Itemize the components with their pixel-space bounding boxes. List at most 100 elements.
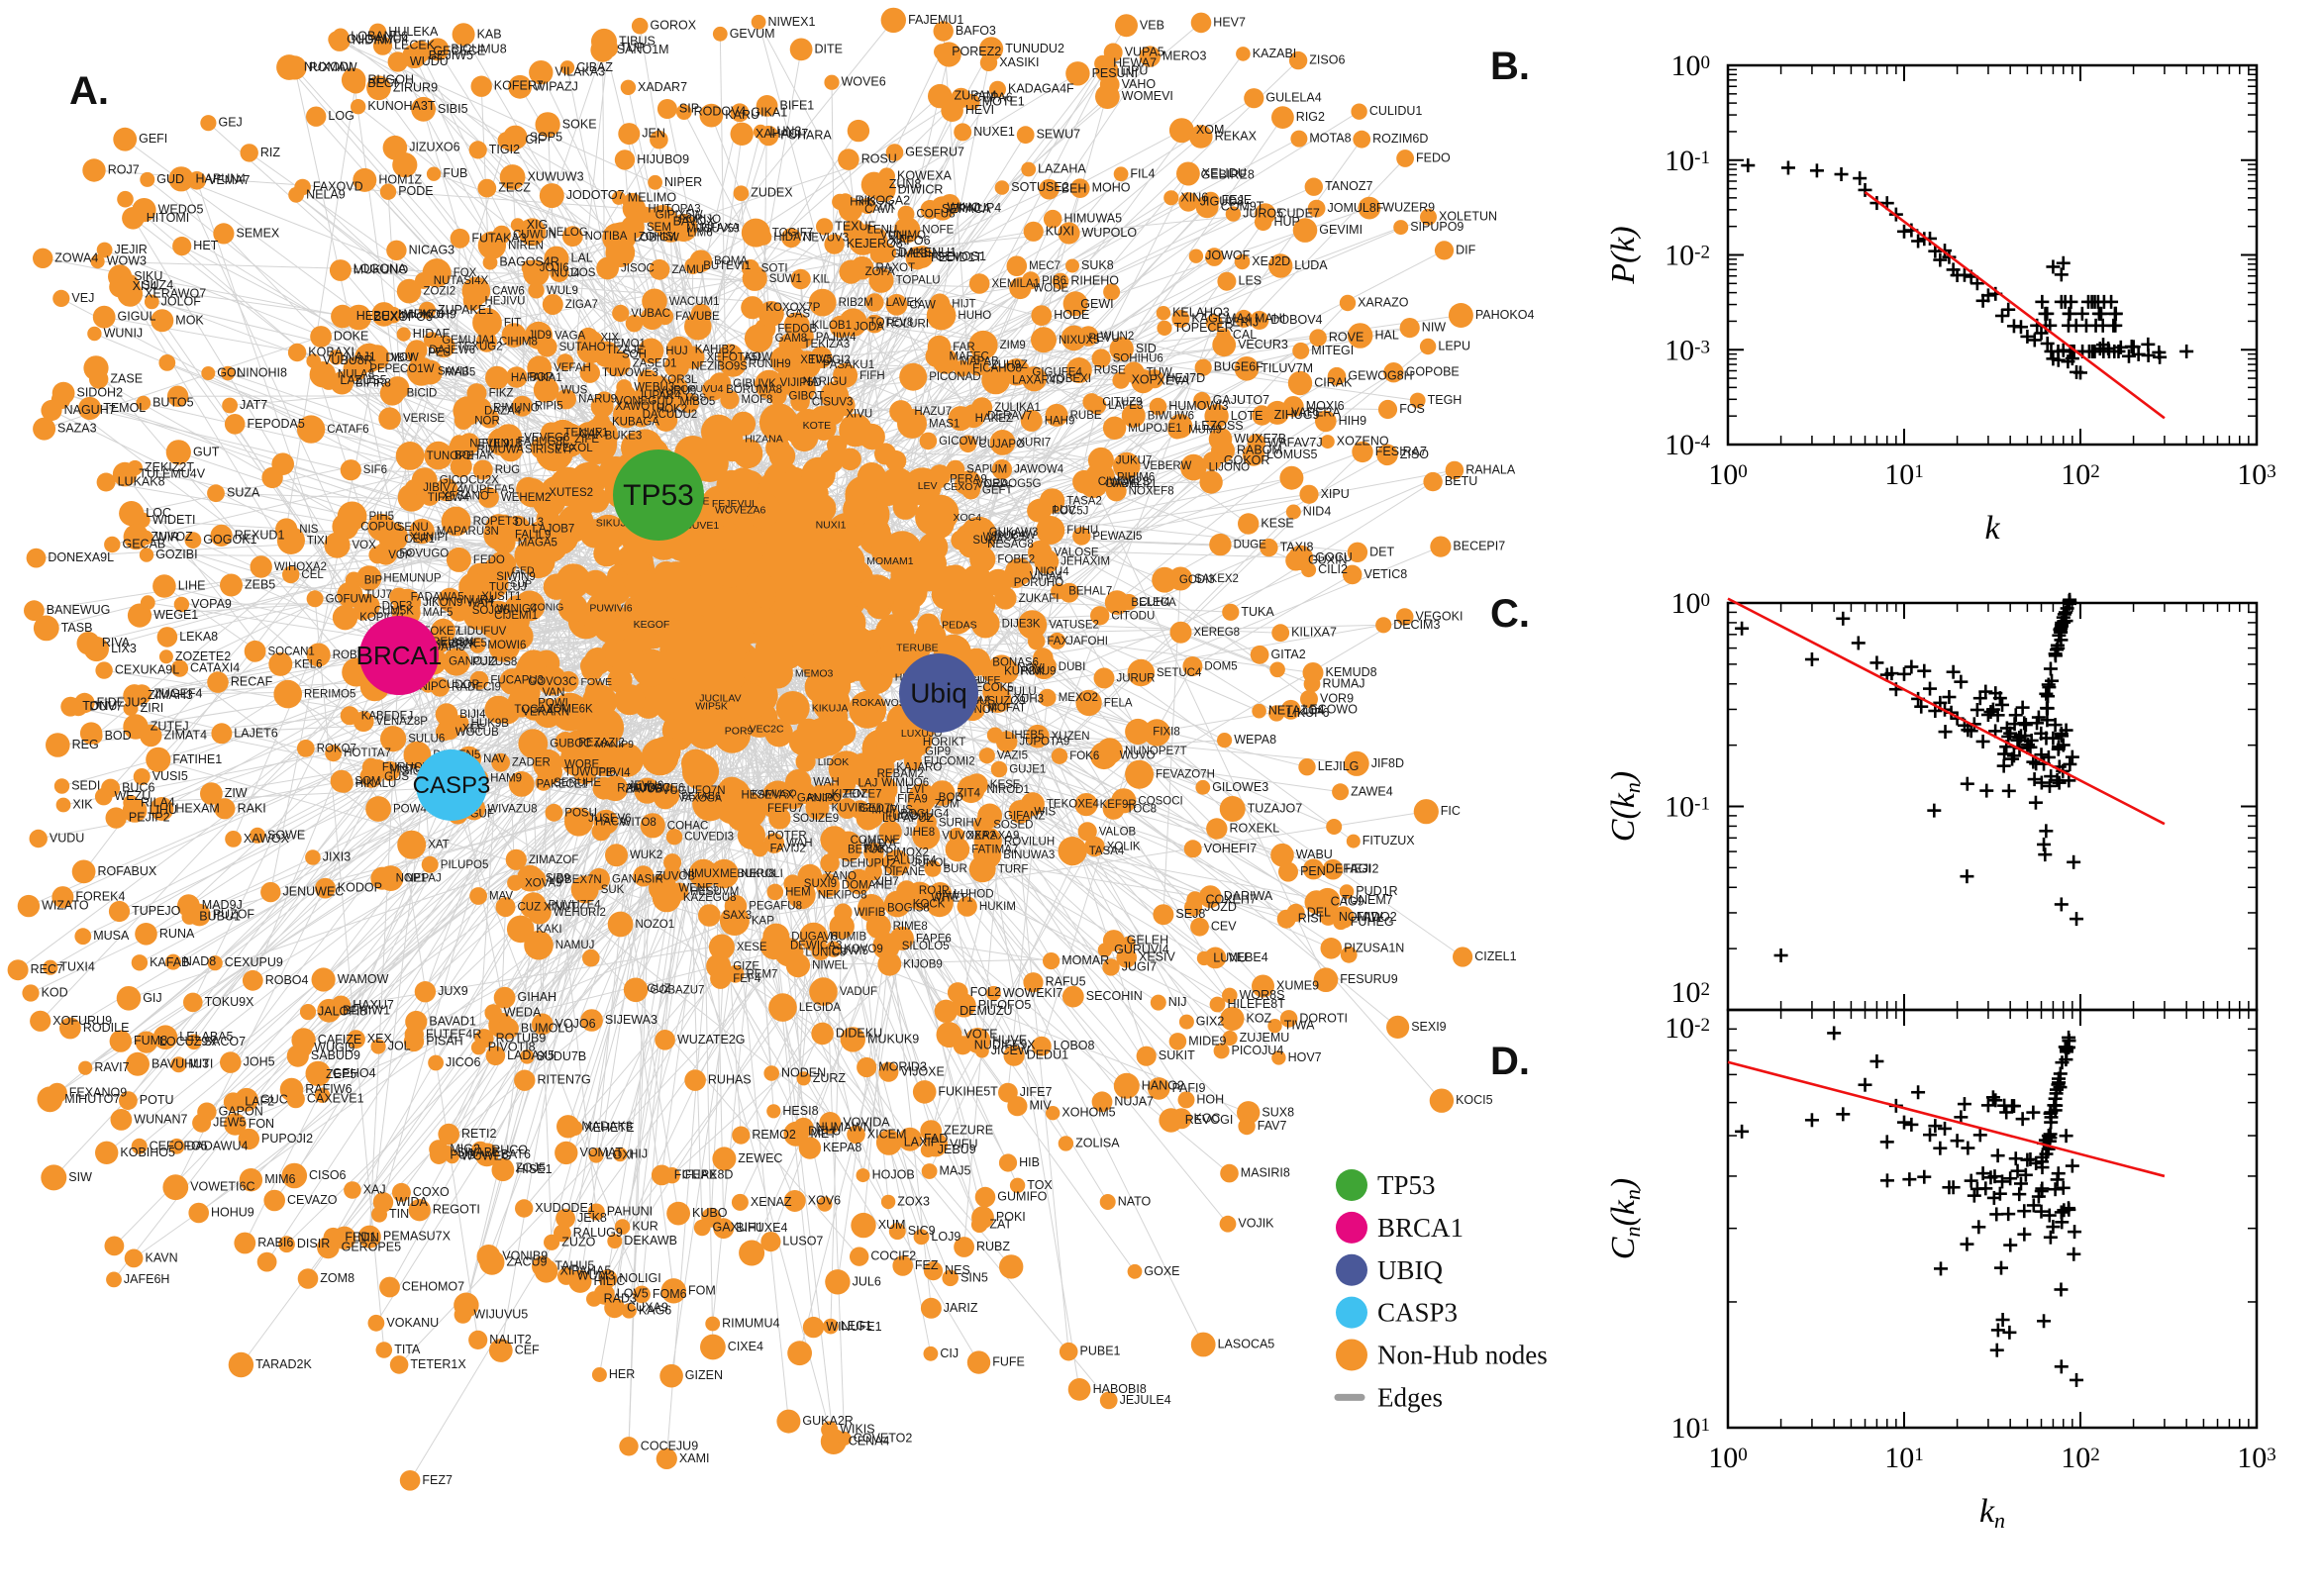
svg-text:FAVIJ2: FAVIJ2 (770, 844, 806, 855)
svg-text:JIBIV7Z: JIBIV7Z (423, 482, 463, 494)
svg-text:FEJE: FEJE (1222, 193, 1253, 207)
svg-text:NUXI1: NUXI1 (816, 520, 847, 532)
svg-text:BUTO5: BUTO5 (152, 396, 193, 410)
svg-text:BOGIS8: BOGIS8 (887, 903, 930, 915)
svg-text:LEV: LEV (918, 480, 938, 492)
svg-text:XEREG8: XEREG8 (1193, 627, 1240, 639)
svg-text:HEJIVU: HEJIVU (485, 295, 526, 307)
svg-text:MAV: MAV (489, 891, 513, 903)
svg-text:KEGOF: KEGOF (634, 619, 670, 631)
svg-text:NALIT2: NALIT2 (489, 1333, 531, 1347)
svg-text:WITO8: WITO8 (621, 817, 656, 829)
svg-text:RAK: RAK (863, 844, 887, 855)
svg-text:JID9: JID9 (528, 330, 552, 342)
svg-text:10-1: 10-1 (1665, 145, 1710, 177)
svg-text:BEJIW5: BEJIW5 (429, 49, 473, 62)
svg-text:SUW1: SUW1 (769, 273, 802, 285)
svg-text:ZISO: ZISO (1400, 448, 1429, 461)
svg-text:VALOSE: VALOSE (1054, 548, 1098, 559)
svg-text:KIL: KIL (813, 274, 831, 286)
svg-text:XUSIT1: XUSIT1 (481, 591, 521, 603)
svg-text:VEC2C: VEC2C (750, 723, 784, 735)
svg-text:TUP: TUP (620, 41, 645, 54)
svg-text:HUMIB: HUMIB (830, 932, 866, 944)
svg-text:BELECA: BELECA (1131, 597, 1176, 609)
svg-text:SOM: SOM (354, 776, 380, 788)
svg-text:RAXOT: RAXOT (876, 262, 916, 274)
svg-text:SIKU3: SIKU3 (596, 518, 627, 530)
svg-text:HUTOPA3: HUTOPA3 (648, 204, 700, 216)
svg-text:WIMIJO6: WIMIJO6 (881, 777, 929, 789)
svg-text:FEDOB: FEDOB (777, 324, 817, 336)
svg-text:ROLURI: ROLURI (886, 319, 929, 331)
svg-text:TOGIF7: TOGIF7 (772, 228, 813, 240)
svg-text:VEJ: VEJ (71, 291, 94, 305)
svg-text:LUFAPUZ: LUFAPUZ (882, 813, 934, 825)
svg-text:BICID: BICID (407, 388, 438, 400)
svg-text:PIB6: PIB6 (1042, 275, 1066, 287)
svg-text:GIGUFE4: GIGUFE4 (1032, 366, 1082, 378)
svg-text:SUVE1: SUVE1 (685, 520, 720, 532)
svg-text:ROJ7: ROJ7 (108, 163, 140, 177)
svg-text:MOMAR: MOMAR (1061, 953, 1109, 967)
svg-text:VUNIMO: VUNIMO (880, 230, 926, 242)
svg-text:LENU: LENU (867, 224, 898, 236)
svg-text:VOPA9: VOPA9 (191, 597, 232, 611)
svg-text:TOGAX: TOGAX (514, 704, 554, 716)
svg-text:WUZATE2G: WUZATE2G (677, 1033, 746, 1047)
svg-text:NIWEX1: NIWEX1 (768, 15, 816, 29)
svg-text:FALIL9: FALIL9 (515, 530, 551, 542)
svg-text:ZIGA7: ZIGA7 (565, 299, 598, 311)
svg-text:NELOG: NELOG (549, 227, 588, 239)
svg-text:SOCAN1: SOCAN1 (268, 646, 315, 657)
svg-text:FOVUGO: FOVUGO (399, 549, 449, 560)
svg-text:HEV7: HEV7 (1213, 15, 1246, 29)
svg-text:CAX: CAX (579, 429, 603, 441)
svg-text:PUZUS8: PUZUS8 (472, 656, 517, 668)
svg-text:ROPET3: ROPET3 (473, 516, 519, 528)
svg-text:CIWOF2S: CIWOF2S (1098, 476, 1151, 488)
svg-text:JEBU9: JEBU9 (938, 1143, 976, 1156)
svg-text:VERISE: VERISE (403, 413, 446, 425)
svg-text:FEDO: FEDO (473, 554, 505, 566)
svg-text:FAPE6: FAPE6 (916, 933, 952, 945)
svg-text:HUK9B: HUK9B (471, 718, 510, 730)
svg-text:REG: REG (72, 738, 99, 751)
svg-text:GIMEBH: GIMEBH (891, 249, 936, 260)
svg-text:XERAWO7: XERAWO7 (145, 287, 206, 301)
svg-text:FIFA9: FIFA9 (897, 793, 928, 805)
svg-text:VAPERA: VAPERA (1291, 405, 1341, 419)
svg-text:WIS: WIS (1034, 806, 1056, 818)
svg-text:TUVOWE3: TUVOWE3 (602, 367, 658, 379)
svg-text:VOJIK: VOJIK (1238, 1217, 1274, 1231)
svg-text:BIWUW6: BIWUW6 (1148, 410, 1194, 422)
svg-text:GOBAZU7: GOBAZU7 (651, 984, 705, 996)
svg-text:NEVEN1B: NEVEN1B (469, 439, 523, 450)
svg-text:LOBANE6: LOBANE6 (351, 29, 408, 43)
svg-text:COVETO2: COVETO2 (854, 1432, 913, 1446)
svg-text:VAGA: VAGA (555, 330, 585, 342)
svg-text:BOP: BOP (529, 372, 554, 384)
svg-text:VEBERW: VEBERW (1143, 460, 1192, 472)
svg-text:ZIM9: ZIM9 (1000, 340, 1026, 351)
svg-text:GICOCU2X: GICOCU2X (440, 475, 499, 487)
svg-text:PEJIP2: PEJIP2 (129, 811, 170, 825)
svg-text:KOVO9: KOVO9 (844, 944, 883, 955)
svg-text:10-2: 10-2 (1665, 240, 1710, 272)
svg-text:CATAF6: CATAF6 (327, 424, 368, 436)
svg-text:RIMUWA: RIMUWA (476, 445, 524, 456)
svg-text:POWI: POWI (538, 698, 568, 710)
svg-text:FABUG8L: FABUG8L (518, 437, 569, 449)
svg-text:JUSEV6: JUSEV6 (588, 813, 631, 825)
svg-text:JUGI7: JUGI7 (1122, 959, 1157, 973)
svg-text:COCEJU9: COCEJU9 (641, 1439, 698, 1452)
svg-text:BUBU1: BUBU1 (199, 910, 241, 924)
svg-text:FOGU: FOGU (956, 674, 985, 686)
svg-text:NAMUJ: NAMUJ (556, 940, 595, 951)
svg-text:REM7: REM7 (747, 968, 778, 980)
svg-text:XIG: XIG (527, 218, 549, 232)
svg-text:ZUPAM: ZUPAM (955, 89, 997, 103)
svg-text:SUTAHO: SUTAHO (559, 342, 606, 353)
svg-text:KOW: KOW (746, 351, 773, 363)
svg-text:LEGIDA: LEGIDA (799, 1002, 842, 1014)
